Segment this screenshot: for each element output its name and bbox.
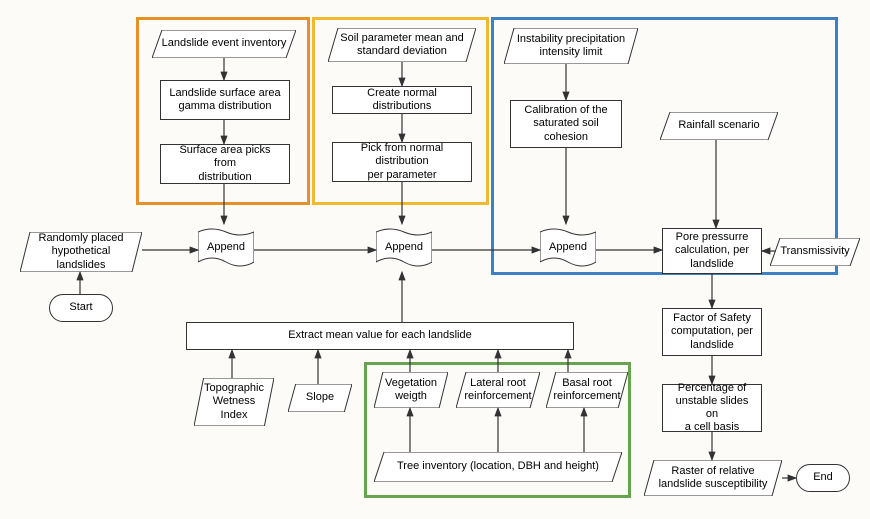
node-soilParam-label: Soil parameter mean andstandard deviatio… (340, 32, 464, 58)
node-append1: Append (198, 228, 254, 268)
node-vegWeight-label: Vegetationweigth (385, 377, 437, 403)
node-landslideInv-label: Landslide event inventory (162, 37, 287, 50)
node-twi-label: TopographicWetnessIndex (204, 382, 264, 422)
node-createNorm-label: Create normal distributions (332, 86, 472, 114)
node-twi: TopographicWetnessIndex (194, 378, 274, 426)
node-raster-label: Raster of relativelandslide susceptibili… (659, 465, 768, 491)
node-latRoot: Lateral rootreinforcement (456, 372, 540, 408)
node-fos-label: Factor of Safetycomputation, perlandslid… (662, 308, 762, 356)
node-transmiss: Transmissivity (770, 238, 860, 266)
node-start-label: Start (49, 294, 113, 322)
node-randPlaced-label: Randomly placedhypothetical landslides (26, 232, 136, 272)
node-rainScen-label: Rainfall scenario (678, 119, 759, 132)
flowchart-canvas: Start Randomly placedhypothetical landsl… (0, 0, 870, 519)
node-soilParam: Soil parameter mean andstandard deviatio… (328, 28, 476, 62)
node-landslideInv: Landslide event inventory (152, 30, 296, 58)
node-treeInv-label: Tree inventory (location, DBH and height… (397, 460, 599, 473)
node-gammaDist-label: Landslide surface areagamma distribution (160, 80, 290, 120)
node-end-label: End (796, 464, 850, 492)
node-basalRoot: Basal rootreinforcement (546, 372, 628, 408)
node-append2-label: Append (385, 241, 423, 254)
node-instab: Instability precipitationintensity limit (504, 28, 638, 64)
node-vegWeight: Vegetationweigth (374, 372, 448, 408)
node-slope: Slope (288, 384, 352, 412)
node-basalRoot-label: Basal rootreinforcement (553, 377, 620, 403)
node-surfPicks-label: Surface area picks fromdistribution (160, 144, 290, 184)
node-treeInv: Tree inventory (location, DBH and height… (374, 452, 622, 482)
node-append1-label: Append (207, 241, 245, 254)
node-append3-label: Append (549, 241, 587, 254)
node-porePress-label: Pore pressurrecalculation, perlandslide (662, 228, 762, 274)
node-latRoot-label: Lateral rootreinforcement (464, 377, 531, 403)
node-randPlaced: Randomly placedhypothetical landslides (20, 232, 142, 272)
node-pctUnstable-label: Percentage ofunstable slides ona cell ba… (662, 384, 762, 432)
node-pickNorm-label: Pick from normal distributionper paramet… (332, 142, 472, 182)
node-rainScen: Rainfall scenario (660, 112, 778, 140)
node-instab-label: Instability precipitationintensity limit (517, 33, 625, 59)
node-slope-label: Slope (306, 391, 334, 404)
node-raster: Raster of relativelandslide susceptibili… (644, 460, 782, 496)
node-calib-label: Calibration of thesaturated soilcohesion (510, 100, 622, 148)
node-extractMean-label: Extract mean value for each landslide (186, 322, 574, 350)
node-transmiss-label: Transmissivity (780, 245, 849, 258)
node-append2: Append (376, 228, 432, 268)
node-append3: Append (540, 228, 596, 268)
